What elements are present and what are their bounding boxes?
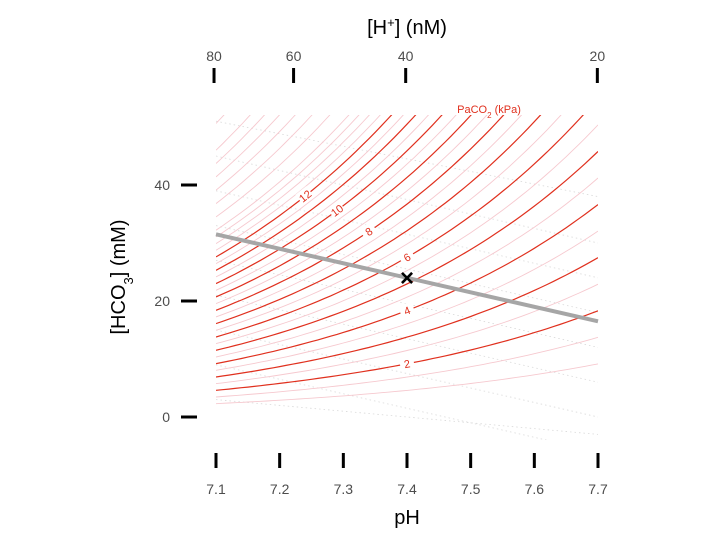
isopleth-minor-17 [216, 115, 296, 191]
isopleth-9 [216, 115, 472, 298]
x-tick-label-7.1: 7.1 [206, 481, 226, 497]
dotted-line-1 [216, 155, 598, 244]
isopleth-7 [216, 115, 542, 325]
isopleth-label-bg [295, 186, 315, 206]
isopleth-minor-5.5 [216, 124, 598, 345]
dotted-line-7 [216, 364, 548, 440]
isopleth-3 [216, 257, 598, 378]
dotted-line-8 [216, 399, 598, 435]
marker-layer: × [400, 265, 414, 292]
isopleth-minor-13 [216, 115, 370, 244]
isopleth-label-2: 2 [398, 355, 416, 372]
y-tick-label-20: 20 [154, 293, 170, 309]
isopleth-minor-4.5 [216, 177, 598, 358]
isopleth-label-text: 10 [329, 203, 346, 220]
isopleth-minor-11.5 [216, 115, 404, 264]
x-tick-label-7.2: 7.2 [270, 481, 290, 497]
isopleth-title: PaCO2 (kPa) [457, 104, 521, 120]
isopleth-minor-3.5 [216, 230, 598, 371]
isopleth-minor-8.5 [216, 115, 488, 305]
top-axis-title: [H+] (nM) [367, 15, 447, 40]
isopleth-minor-1.5 [216, 336, 598, 398]
buffer-line-layer [215, 232, 599, 324]
isopleth-minor-1 [216, 363, 598, 405]
isopleth-minor-16 [216, 115, 313, 204]
x-axis-title: pH [394, 507, 420, 529]
isopleth-label-4: 4 [397, 301, 416, 319]
isopleth-minor-6.5 [216, 115, 562, 331]
isopleth-label-text: 4 [402, 305, 412, 318]
isopleth-label-8: 8 [359, 221, 378, 241]
isopleth-10 [216, 115, 443, 285]
isopleth-labels: 2 4 6 8 10 12 [295, 186, 417, 372]
isopleth-label-10: 10 [327, 200, 347, 220]
isopleth-label-text: 2 [403, 358, 411, 371]
isopleth-label-bg [397, 301, 416, 319]
x-tick-label-7.6: 7.6 [525, 481, 545, 497]
top-tick-label-20: 20 [590, 48, 606, 64]
isopleth-label-12: 12 [295, 186, 315, 206]
isopleth-label-bg [398, 355, 416, 372]
isopleth-minor-14 [216, 115, 350, 231]
buffer-line [215, 232, 599, 324]
isopleth-label-text: 6 [402, 251, 413, 264]
top-tick-label-80: 80 [206, 48, 222, 64]
x-tick-label-7.4: 7.4 [397, 481, 417, 497]
isopleth-label-text: 12 [297, 188, 314, 205]
minor-isopleths [216, 115, 598, 405]
isopleth-8 [216, 115, 505, 311]
x-tick-label-7.3: 7.3 [334, 481, 354, 497]
isopleth-minor-7.5 [216, 115, 523, 318]
isopleth-minor-9.5 [216, 115, 457, 291]
isopleth-minor-15 [216, 115, 331, 218]
isopleth-label-text: 8 [363, 226, 375, 239]
isopleth-label-bg [397, 247, 417, 266]
y-tick-label-40: 40 [154, 177, 170, 193]
isopleth-minor-2.5 [216, 283, 598, 385]
top-tick-label-60: 60 [286, 48, 302, 64]
isopleth-minor-10.5 [216, 115, 430, 278]
x-tick-label-7.7: 7.7 [588, 481, 608, 497]
dotted-reference-lines [216, 120, 598, 440]
isopleth-label-bg [359, 221, 378, 241]
isopleth-minor-13.5 [216, 115, 360, 238]
dotted-line-0 [216, 120, 598, 197]
x-tick-label-7.5: 7.5 [461, 481, 481, 497]
y-axis-title: [HCO3] (mM) [108, 220, 136, 335]
top-tick-label-40: 40 [398, 48, 414, 64]
axes: 7.1 7.2 7.3 7.4 7.5 7.6 7.7 0 20 40 80 60 40 20 [154, 48, 608, 497]
isopleth-5 [216, 151, 598, 351]
y-tick-label-0: 0 [162, 409, 170, 425]
isopleth-11 [216, 115, 417, 271]
isopleth-label-6: 6 [397, 247, 417, 266]
isopleth-label-bg [327, 200, 347, 220]
isopleth-minor-12.5 [216, 115, 381, 251]
current-point-marker: × [400, 265, 414, 292]
isopleth-12 [216, 115, 393, 258]
